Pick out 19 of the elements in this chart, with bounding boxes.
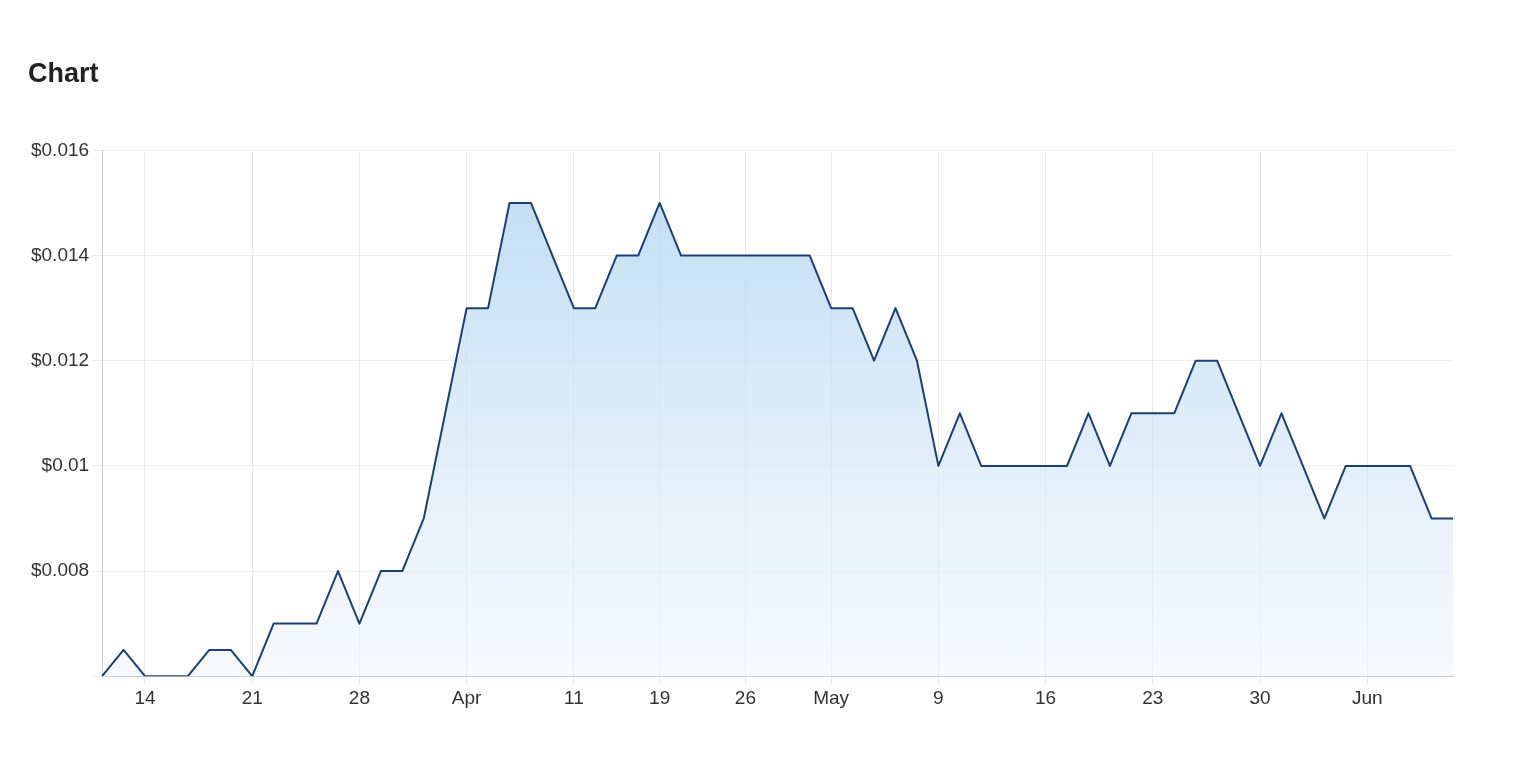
x-tick-label: Jun [1351,686,1383,708]
x-tick-label: 26 [734,686,756,708]
x-tick-label: Apr [451,686,483,708]
chart-title: Chart [28,57,99,88]
x-tick-label: 19 [649,686,671,708]
y-tick-label: $0.01 [41,454,90,476]
x-tick-label: 9 [933,686,944,708]
x-tick-label: May [813,686,850,708]
x-tick-label: 21 [241,686,263,708]
x-tick-label: 30 [1249,686,1271,708]
y-tick-label: $0.014 [30,243,90,265]
y-tick-label: $0.012 [30,348,90,370]
x-tick-label: 14 [134,686,156,708]
x-tick-label: 23 [1142,686,1164,708]
x-tick-label: 16 [1035,686,1057,708]
x-tick-label: 28 [348,686,370,708]
x-tick-label: 11 [563,686,584,708]
y-tick-label: $0.016 [30,138,90,160]
y-tick-label: $0.008 [30,559,90,581]
